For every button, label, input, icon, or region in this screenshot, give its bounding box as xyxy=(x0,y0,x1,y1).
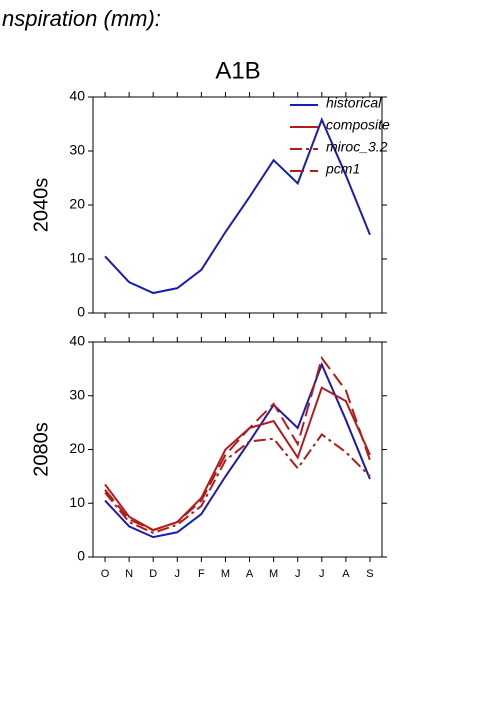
legend-label: miroc_3.2 xyxy=(326,139,388,155)
series-line xyxy=(104,386,371,532)
x-tick-label: J xyxy=(295,568,301,580)
x-tick-label: S xyxy=(366,568,373,580)
y-tick-label: 40 xyxy=(69,88,85,104)
series-line xyxy=(104,355,371,532)
y-tick-label: 20 xyxy=(69,196,85,212)
y-tick-label: 10 xyxy=(69,494,85,510)
y-tick-label: 30 xyxy=(69,386,85,402)
x-tick-label: A xyxy=(342,568,350,580)
y-tick-label: 20 xyxy=(69,440,85,456)
x-tick-label: N xyxy=(125,568,133,580)
y-tick-label: 10 xyxy=(69,250,85,266)
x-tick-label: M xyxy=(269,568,278,580)
header: nspiration (mm): xyxy=(2,6,161,31)
y-tick-label: 0 xyxy=(77,304,85,320)
y-tick-label: 40 xyxy=(69,333,85,349)
series-line xyxy=(104,361,371,539)
y-axis-label: 2040s xyxy=(30,178,52,233)
x-tick-label: A xyxy=(246,568,254,580)
x-tick-label: J xyxy=(319,568,325,580)
x-tick-label: F xyxy=(198,568,205,580)
x-tick-label: M xyxy=(221,568,230,580)
legend-label: pcm1 xyxy=(325,161,360,177)
legend-label: historical xyxy=(326,95,382,111)
plot-frame xyxy=(92,341,383,558)
series-line xyxy=(104,433,371,534)
y-axis-label: 2080s xyxy=(30,422,52,477)
x-tick-label: O xyxy=(101,568,110,580)
series-line xyxy=(104,117,371,295)
x-tick-label: J xyxy=(175,568,181,580)
legend-label: composite xyxy=(326,117,390,133)
x-tick-label: D xyxy=(149,568,157,580)
y-tick-label: 0 xyxy=(77,548,85,564)
y-tick-label: 30 xyxy=(69,142,85,158)
chart-title: A1B xyxy=(215,57,260,84)
